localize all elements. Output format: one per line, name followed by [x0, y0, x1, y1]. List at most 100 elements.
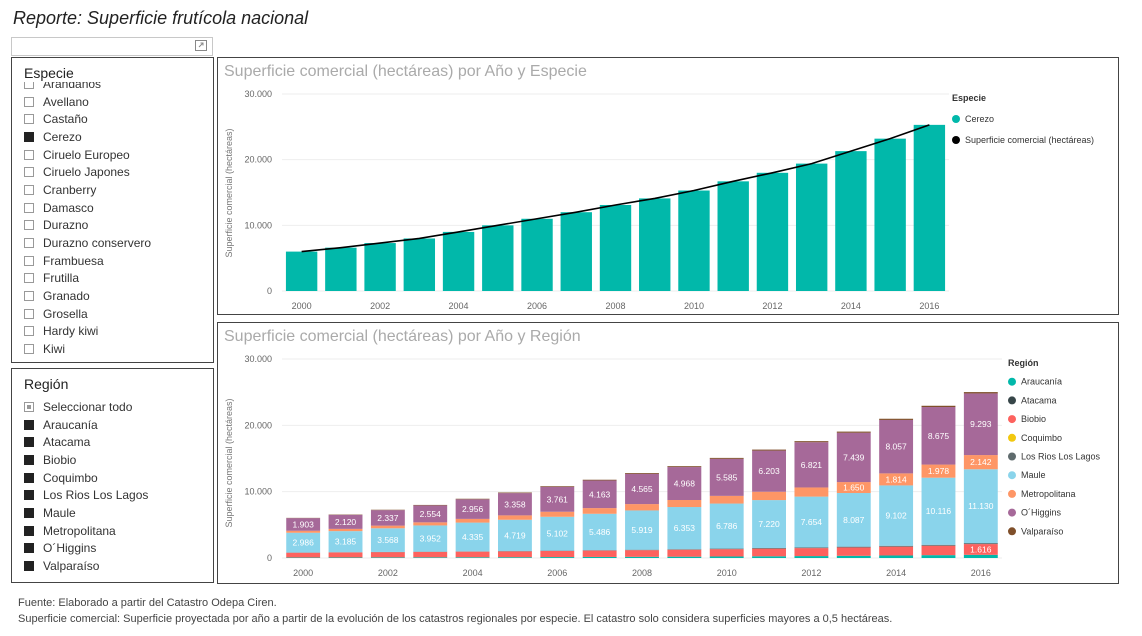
y-tick-label: 10.000: [244, 220, 272, 230]
checkbox-icon[interactable]: [24, 561, 34, 572]
region-item-label: Coquimbo: [43, 470, 98, 485]
especie-item-label: Ciruelo Europeo: [43, 147, 130, 162]
bar-segment: [370, 510, 405, 526]
bar-segment: [540, 511, 575, 517]
region-item[interactable]: Biobio: [24, 451, 209, 469]
checkbox-icon[interactable]: [24, 149, 34, 160]
checkbox-icon[interactable]: [24, 543, 34, 554]
bar-segment: [582, 556, 617, 558]
bar-segment: [582, 550, 617, 557]
especie-item[interactable]: Ciruelo Japones: [24, 163, 209, 181]
especie-item-label: Kiwi: [43, 342, 66, 357]
especie-item-label: Damasco: [43, 200, 94, 215]
data-label: 1.650: [843, 483, 865, 493]
focus-mode-icon[interactable]: [195, 40, 207, 51]
especie-item[interactable]: Durazno conservero: [24, 234, 209, 252]
checkbox-icon[interactable]: [24, 167, 34, 178]
especie-slicer: Especie Arándanos Avellano Castaño Cerezo Ci…: [11, 57, 214, 363]
checkbox-icon[interactable]: [24, 454, 34, 465]
especie-item[interactable]: Hardy kiwi: [24, 323, 209, 341]
especie-item[interactable]: Castaño: [24, 110, 209, 128]
especie-item[interactable]: Avellano: [24, 93, 209, 111]
checkbox-icon[interactable]: [24, 472, 34, 483]
data-label: 7.439: [843, 452, 865, 462]
data-label: 2.956: [462, 504, 484, 514]
data-label: 7.654: [801, 517, 823, 527]
especie-item[interactable]: Frambuesa: [24, 252, 209, 270]
checkbox-icon[interactable]: [24, 238, 34, 249]
data-label: 4.968: [674, 479, 696, 489]
bar-segment: [667, 507, 702, 550]
checkbox-icon[interactable]: [24, 291, 34, 302]
bar-segment: [540, 486, 575, 487]
legend-label: Valparaíso: [1021, 526, 1063, 536]
checkbox-icon[interactable]: [24, 202, 34, 213]
legend-label: Metropolitana: [1021, 489, 1076, 499]
checkbox-icon[interactable]: [24, 82, 34, 89]
x-tick-label: 2000: [293, 568, 313, 578]
data-label: 6.821: [801, 460, 823, 470]
y-tick-label: 30.000: [244, 89, 272, 99]
especie-item[interactable]: Cranberry: [24, 181, 209, 199]
region-slicer-list[interactable]: Seleccionar todo Araucanía Atacama Biobio Co…: [24, 398, 209, 580]
checkbox-icon[interactable]: [24, 344, 34, 355]
checkbox-icon[interactable]: [24, 273, 34, 284]
checkbox-icon[interactable]: [24, 96, 34, 107]
bar-segment: [455, 522, 490, 552]
especie-item[interactable]: Durazno: [24, 217, 209, 235]
checkbox-icon[interactable]: [24, 114, 34, 125]
bar-segment: [667, 556, 702, 558]
bar: [403, 238, 436, 291]
checkbox-icon[interactable]: [24, 490, 34, 501]
bar-segment: [498, 557, 532, 558]
y-tick-label: 30.000: [244, 354, 272, 364]
region-item[interactable]: Valparaíso: [24, 557, 209, 575]
data-label: 3.358: [504, 499, 526, 509]
especie-item[interactable]: Ciruelo Europeo: [24, 146, 209, 164]
checkbox-icon[interactable]: [24, 220, 34, 231]
data-label: 6.203: [758, 466, 780, 476]
region-item-label: Metropolitana: [43, 523, 116, 538]
data-label: 4.719: [504, 530, 526, 540]
bar-segment: [328, 557, 363, 558]
bar-segment: [794, 496, 829, 548]
especie-slicer-list[interactable]: Arándanos Avellano Castaño Cerezo Ciruelo Eu…: [24, 82, 209, 359]
checkbox-icon[interactable]: [24, 131, 34, 142]
region-item[interactable]: Coquimbo: [24, 469, 209, 487]
especie-item[interactable]: Damasco: [24, 199, 209, 217]
checkbox-icon[interactable]: [24, 308, 34, 319]
checkbox-icon[interactable]: [24, 507, 34, 518]
checkbox-icon[interactable]: [24, 437, 34, 448]
especie-item[interactable]: Grosella: [24, 305, 209, 323]
region-item[interactable]: Araucanía: [24, 416, 209, 434]
region-item[interactable]: Maule: [24, 504, 209, 522]
region-item[interactable]: Metropolitana: [24, 522, 209, 540]
x-tick-label: 2016: [919, 301, 939, 311]
region-item[interactable]: Los Rios Los Lagos: [24, 486, 209, 504]
especie-item[interactable]: Cerezo: [24, 128, 209, 146]
checkbox-icon[interactable]: [24, 184, 34, 195]
especie-item[interactable]: Granado: [24, 287, 209, 305]
checkbox-icon[interactable]: [24, 255, 34, 266]
x-tick-label: 2008: [632, 568, 652, 578]
checkbox-icon[interactable]: [24, 525, 34, 536]
data-label: 5.585: [716, 472, 738, 482]
checkbox-icon[interactable]: [24, 401, 34, 412]
visual-header-strip: [11, 37, 213, 56]
species-chart-panel: Superficie comercial (hectáreas) por Año…: [217, 57, 1119, 315]
bar-segment: [963, 469, 998, 544]
especie-item-label: Granado: [43, 289, 90, 304]
especie-item[interactable]: Kiwi: [24, 340, 209, 358]
checkbox-icon[interactable]: [24, 326, 34, 337]
especie-item[interactable]: Arándanos: [24, 82, 209, 93]
bar-segment: [540, 550, 575, 558]
x-tick-label: 2010: [717, 568, 737, 578]
y-tick-label: 0: [267, 553, 272, 563]
region-item[interactable]: Seleccionar todo: [24, 398, 209, 416]
especie-item[interactable]: Frutilla: [24, 270, 209, 288]
data-label: 2.986: [293, 538, 315, 548]
region-item[interactable]: Atacama: [24, 433, 209, 451]
checkbox-icon[interactable]: [24, 419, 34, 430]
region-item[interactable]: O´Higgins: [24, 540, 209, 558]
bar-segment: [879, 473, 914, 486]
